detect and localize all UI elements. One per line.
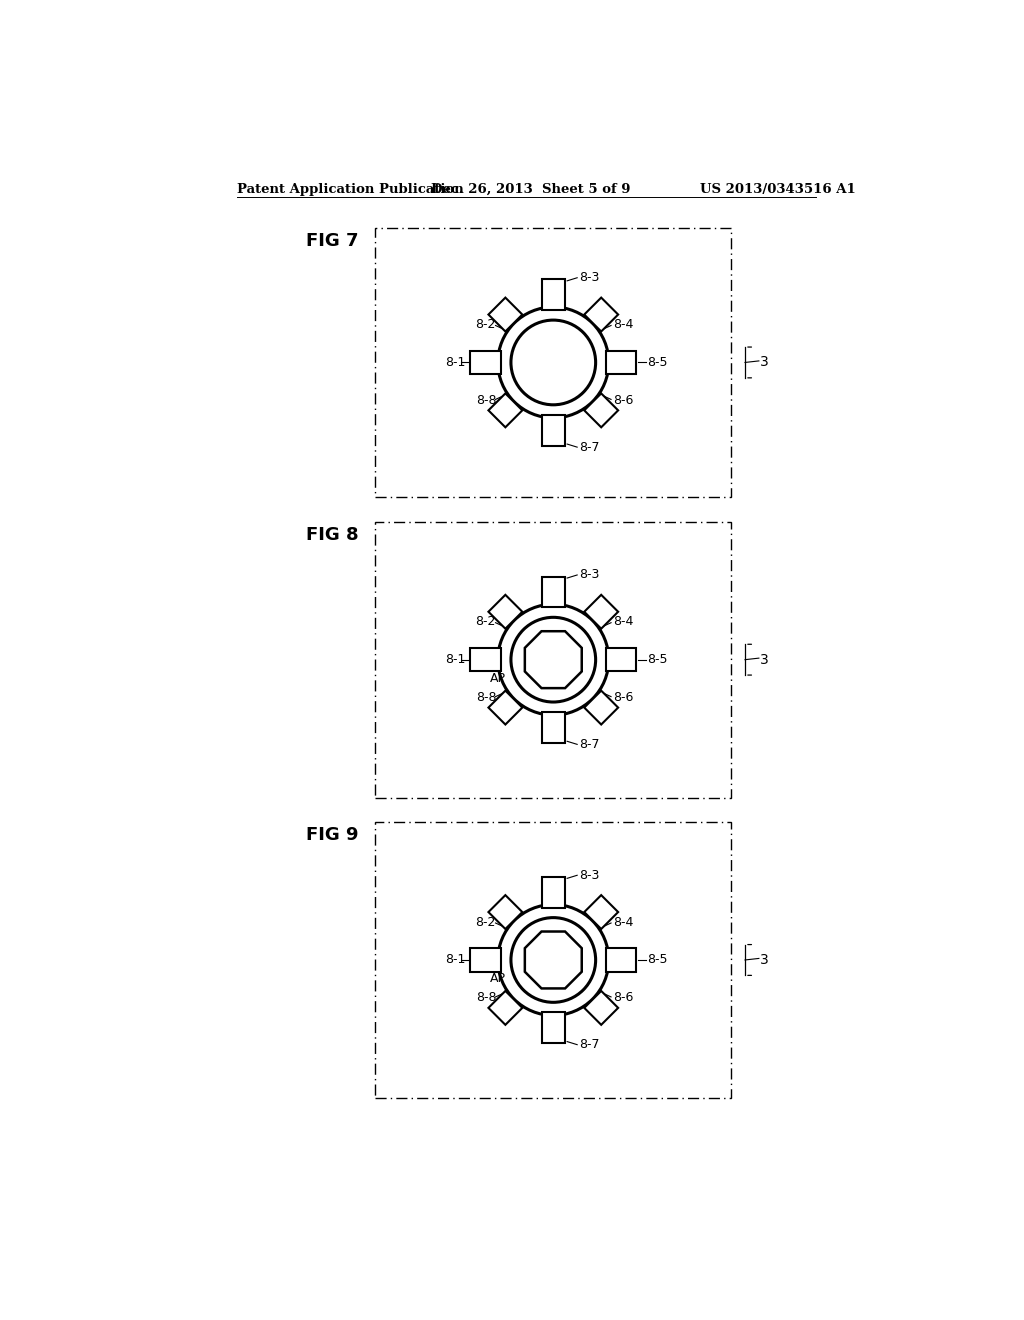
Text: 3: 3	[761, 355, 769, 370]
Text: 8-1: 8-1	[445, 653, 466, 667]
Circle shape	[498, 904, 608, 1015]
Text: FIG 9: FIG 9	[306, 826, 358, 843]
Text: US 2013/0343516 A1: US 2013/0343516 A1	[700, 183, 856, 197]
Text: F: F	[541, 288, 548, 301]
Text: 8-8: 8-8	[476, 393, 497, 407]
Bar	[376, 822, 731, 1098]
Bar	[605, 648, 637, 671]
Polygon shape	[488, 393, 522, 428]
Text: 8-3: 8-3	[579, 271, 599, 284]
Bar	[605, 351, 637, 374]
Polygon shape	[525, 631, 582, 688]
Polygon shape	[585, 690, 618, 725]
Text: 8-7: 8-7	[579, 441, 599, 454]
Circle shape	[511, 618, 596, 702]
Polygon shape	[488, 297, 522, 331]
Polygon shape	[488, 895, 522, 929]
Text: 3: 3	[761, 953, 769, 968]
Circle shape	[511, 319, 596, 405]
Text: 8-2: 8-2	[475, 916, 496, 929]
Text: F: F	[541, 585, 548, 598]
Bar	[542, 711, 565, 743]
Circle shape	[498, 605, 608, 715]
Text: 8-8: 8-8	[476, 690, 497, 704]
Bar	[542, 577, 565, 607]
Bar	[542, 414, 565, 446]
Polygon shape	[585, 297, 618, 331]
Text: 8-5: 8-5	[647, 356, 668, 370]
Text: 8-4: 8-4	[613, 318, 634, 331]
Text: 8-1: 8-1	[445, 356, 466, 370]
Text: 8-6: 8-6	[613, 393, 634, 407]
Bar	[605, 948, 637, 972]
Text: 8-6: 8-6	[613, 991, 634, 1005]
Text: 7: 7	[549, 729, 557, 742]
Text: AP: AP	[490, 972, 506, 985]
Polygon shape	[488, 595, 522, 628]
Text: 8-3: 8-3	[579, 869, 599, 882]
Text: 8-4: 8-4	[613, 615, 634, 628]
Text: 3: 3	[761, 652, 769, 667]
Text: 8-3: 8-3	[579, 569, 599, 582]
Text: 8-7: 8-7	[579, 1038, 599, 1051]
Text: Patent Application Publication: Patent Application Publication	[237, 183, 464, 197]
Bar	[470, 351, 501, 374]
Text: 7: 7	[549, 432, 557, 445]
Polygon shape	[525, 932, 582, 989]
Text: 8-4: 8-4	[613, 916, 634, 929]
Text: F: F	[541, 886, 548, 899]
Text: 7: 7	[549, 1028, 557, 1041]
Text: 8-1: 8-1	[445, 953, 466, 966]
Bar	[376, 227, 731, 498]
Circle shape	[511, 917, 596, 1002]
Bar	[542, 1012, 565, 1043]
Polygon shape	[585, 991, 618, 1024]
Text: 8-2: 8-2	[475, 615, 496, 628]
Bar	[542, 280, 565, 310]
Polygon shape	[585, 393, 618, 428]
Text: 8-2: 8-2	[475, 318, 496, 331]
Bar	[470, 948, 501, 972]
Polygon shape	[585, 895, 618, 929]
Text: 8-8: 8-8	[476, 991, 497, 1005]
Text: 8-6: 8-6	[613, 690, 634, 704]
Text: 8-5: 8-5	[647, 653, 668, 667]
Text: 8-5: 8-5	[647, 953, 668, 966]
Circle shape	[498, 308, 608, 418]
Bar	[376, 521, 731, 797]
Text: FIG 7: FIG 7	[306, 231, 358, 249]
Polygon shape	[585, 595, 618, 628]
Polygon shape	[488, 690, 522, 725]
Text: AP: AP	[490, 672, 506, 685]
Bar	[470, 648, 501, 671]
Bar	[542, 876, 565, 908]
Text: FIG 8: FIG 8	[306, 525, 358, 544]
Text: 8-7: 8-7	[579, 738, 599, 751]
Text: Dec. 26, 2013  Sheet 5 of 9: Dec. 26, 2013 Sheet 5 of 9	[431, 183, 631, 197]
Polygon shape	[488, 991, 522, 1024]
